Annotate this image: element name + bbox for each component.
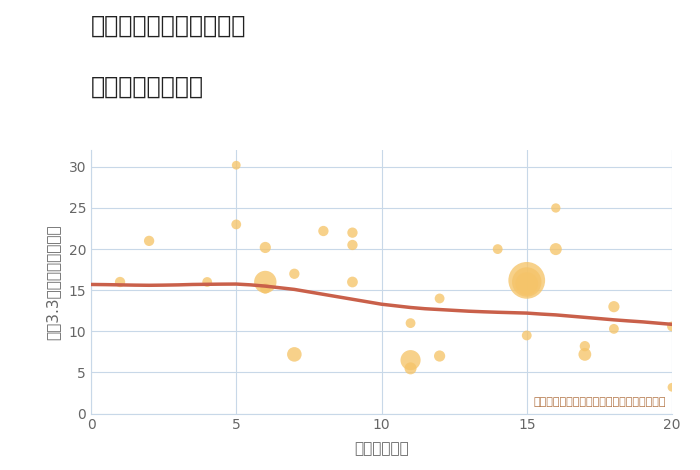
Point	[202, 278, 213, 286]
Point	[666, 384, 678, 391]
Point	[434, 352, 445, 360]
Point	[289, 351, 300, 358]
Point	[550, 204, 561, 212]
Point	[231, 161, 242, 169]
Point	[521, 278, 532, 286]
Point	[608, 325, 620, 333]
Y-axis label: 坪（3.3㎡）単価（万円）: 坪（3.3㎡）単価（万円）	[46, 224, 60, 340]
Point	[346, 229, 358, 236]
Point	[114, 278, 126, 286]
Point	[580, 351, 591, 358]
Point	[608, 303, 620, 310]
Point	[405, 320, 416, 327]
Point	[580, 342, 591, 350]
Point	[144, 237, 155, 244]
Point	[666, 322, 678, 330]
Point	[550, 245, 561, 253]
Point	[260, 278, 271, 286]
Point	[492, 245, 503, 253]
X-axis label: 駅距離（分）: 駅距離（分）	[354, 441, 409, 456]
Point	[260, 285, 271, 292]
Point	[231, 220, 242, 228]
Point	[318, 227, 329, 235]
Point	[521, 280, 532, 287]
Point	[521, 276, 532, 284]
Text: 円の大きさは、取引のあった物件面積を示す: 円の大きさは、取引のあった物件面積を示す	[533, 397, 666, 407]
Point	[289, 270, 300, 277]
Text: 三重県四日市市江村町の: 三重県四日市市江村町の	[91, 14, 246, 38]
Point	[260, 243, 271, 251]
Point	[346, 241, 358, 249]
Point	[405, 356, 416, 364]
Text: 駅距離別土地価格: 駅距離別土地価格	[91, 75, 204, 99]
Point	[346, 278, 358, 286]
Point	[434, 295, 445, 302]
Point	[405, 365, 416, 372]
Point	[521, 332, 532, 339]
